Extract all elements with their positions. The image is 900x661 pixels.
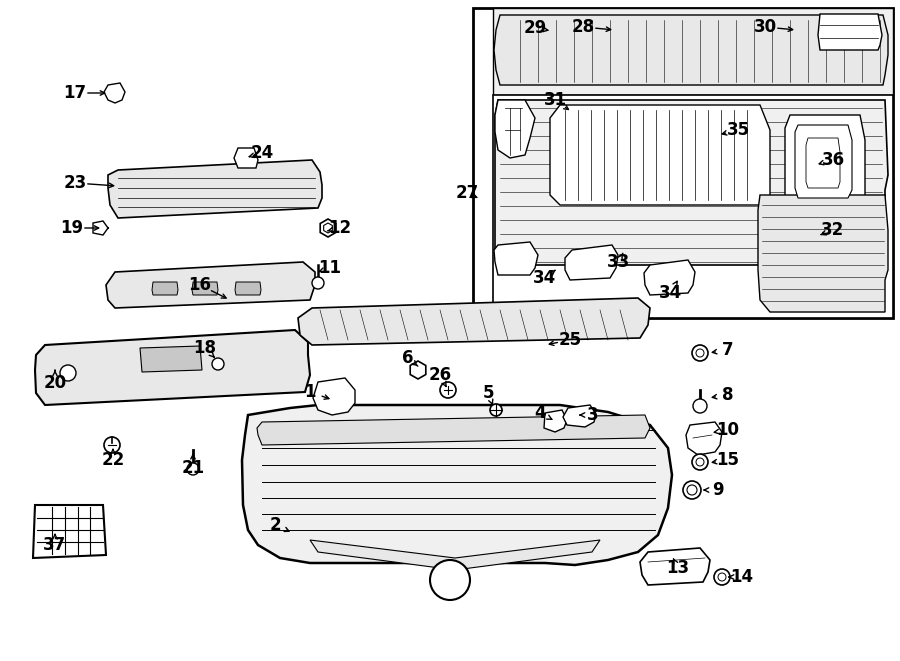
Polygon shape bbox=[313, 378, 355, 415]
Circle shape bbox=[60, 365, 76, 381]
Polygon shape bbox=[93, 221, 108, 235]
Polygon shape bbox=[192, 282, 218, 295]
Circle shape bbox=[212, 358, 224, 370]
Polygon shape bbox=[565, 245, 618, 280]
Text: 23: 23 bbox=[63, 174, 86, 192]
Text: 3: 3 bbox=[587, 406, 599, 424]
Text: 8: 8 bbox=[722, 386, 734, 404]
Text: 25: 25 bbox=[558, 331, 581, 349]
Polygon shape bbox=[563, 405, 596, 427]
Polygon shape bbox=[686, 422, 722, 455]
Text: 1: 1 bbox=[304, 383, 316, 401]
Text: 35: 35 bbox=[726, 121, 750, 139]
Text: 9: 9 bbox=[712, 481, 724, 499]
Text: 5: 5 bbox=[482, 384, 494, 402]
Text: 22: 22 bbox=[102, 451, 124, 469]
Polygon shape bbox=[494, 242, 538, 275]
Text: 27: 27 bbox=[455, 184, 479, 202]
Text: 31: 31 bbox=[544, 91, 567, 109]
Text: 34: 34 bbox=[534, 269, 556, 287]
Circle shape bbox=[312, 277, 324, 289]
Text: 29: 29 bbox=[524, 19, 546, 37]
Polygon shape bbox=[494, 15, 888, 85]
Text: 17: 17 bbox=[63, 84, 86, 102]
Text: 16: 16 bbox=[188, 276, 212, 294]
Text: 33: 33 bbox=[607, 253, 630, 271]
Polygon shape bbox=[106, 262, 315, 308]
Text: 37: 37 bbox=[43, 536, 67, 554]
Bar bbox=[493, 95, 893, 318]
Text: 19: 19 bbox=[60, 219, 84, 237]
Circle shape bbox=[696, 458, 704, 466]
Circle shape bbox=[692, 345, 708, 361]
Polygon shape bbox=[410, 361, 426, 379]
Polygon shape bbox=[235, 282, 261, 295]
Polygon shape bbox=[108, 160, 322, 218]
Circle shape bbox=[440, 382, 456, 398]
Text: 14: 14 bbox=[731, 568, 753, 586]
Text: 28: 28 bbox=[572, 18, 595, 36]
Text: 18: 18 bbox=[194, 339, 217, 357]
Polygon shape bbox=[806, 138, 840, 188]
Polygon shape bbox=[495, 100, 888, 265]
Text: 7: 7 bbox=[722, 341, 734, 359]
Text: 4: 4 bbox=[535, 404, 545, 422]
Text: 26: 26 bbox=[428, 366, 452, 384]
Text: 15: 15 bbox=[716, 451, 740, 469]
Polygon shape bbox=[785, 115, 865, 210]
Polygon shape bbox=[795, 125, 852, 198]
Circle shape bbox=[104, 437, 120, 453]
Polygon shape bbox=[298, 298, 650, 345]
Text: 34: 34 bbox=[659, 284, 681, 302]
Circle shape bbox=[692, 454, 708, 470]
Polygon shape bbox=[242, 405, 672, 565]
Polygon shape bbox=[324, 223, 332, 233]
Text: 12: 12 bbox=[328, 219, 352, 237]
Polygon shape bbox=[640, 548, 710, 585]
Circle shape bbox=[683, 481, 701, 499]
Text: 2: 2 bbox=[269, 516, 281, 534]
Text: 30: 30 bbox=[753, 18, 777, 36]
Polygon shape bbox=[310, 540, 600, 570]
Text: 36: 36 bbox=[822, 151, 844, 169]
Bar bbox=[473, 8, 893, 318]
Circle shape bbox=[430, 560, 470, 600]
Text: 24: 24 bbox=[250, 144, 274, 162]
Polygon shape bbox=[140, 346, 202, 372]
Polygon shape bbox=[152, 282, 178, 295]
Polygon shape bbox=[234, 148, 258, 168]
Polygon shape bbox=[257, 415, 650, 445]
Circle shape bbox=[687, 485, 697, 495]
Circle shape bbox=[696, 349, 704, 357]
Polygon shape bbox=[758, 195, 888, 312]
Circle shape bbox=[693, 399, 707, 413]
Text: 10: 10 bbox=[716, 421, 740, 439]
Polygon shape bbox=[495, 100, 535, 158]
Polygon shape bbox=[644, 260, 695, 295]
Circle shape bbox=[490, 404, 502, 416]
Text: 11: 11 bbox=[319, 259, 341, 277]
Circle shape bbox=[714, 569, 730, 585]
Polygon shape bbox=[544, 410, 567, 432]
Polygon shape bbox=[104, 83, 125, 103]
Text: 32: 32 bbox=[822, 221, 844, 239]
Text: 20: 20 bbox=[43, 374, 67, 392]
Circle shape bbox=[187, 463, 199, 475]
Polygon shape bbox=[33, 505, 106, 558]
Polygon shape bbox=[35, 330, 310, 405]
Text: 6: 6 bbox=[402, 349, 414, 367]
Circle shape bbox=[718, 573, 726, 581]
Polygon shape bbox=[818, 14, 882, 50]
Polygon shape bbox=[550, 105, 770, 205]
Text: 13: 13 bbox=[666, 559, 689, 577]
Text: 21: 21 bbox=[182, 459, 204, 477]
Bar bbox=[493, 8, 893, 95]
Polygon shape bbox=[320, 219, 336, 237]
